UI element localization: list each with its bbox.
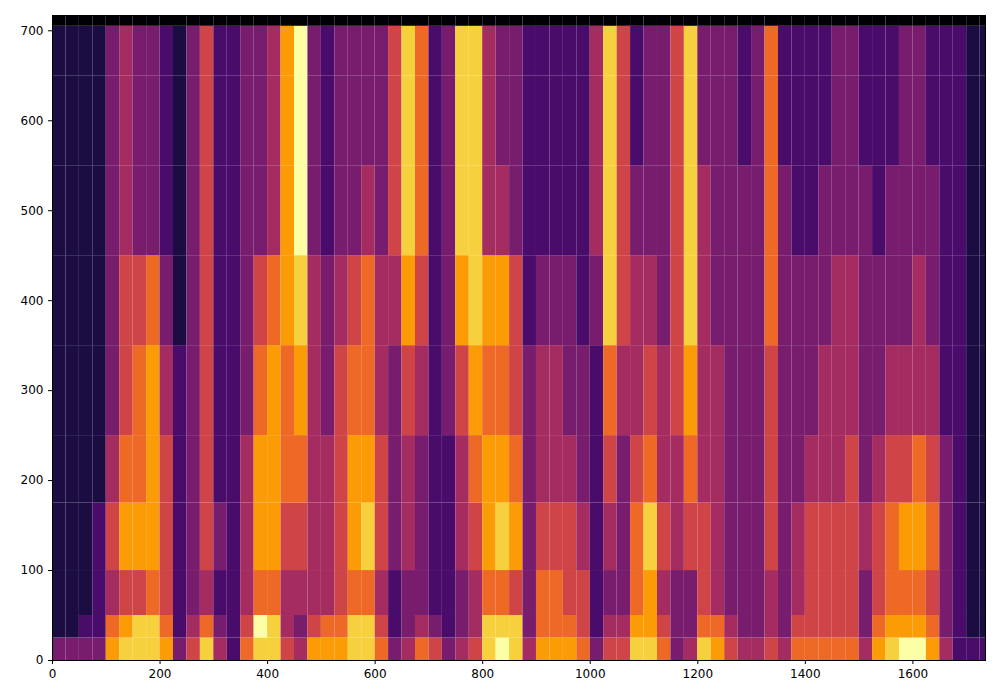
svg-text:1200: 1200 [683,667,714,681]
svg-text:1000: 1000 [575,667,606,681]
svg-text:800: 800 [471,667,494,681]
svg-text:0: 0 [49,667,57,681]
svg-text:200: 200 [149,667,172,681]
svg-text:700: 700 [21,24,44,38]
svg-text:100: 100 [21,563,44,577]
svg-text:200: 200 [21,473,44,487]
svg-text:400: 400 [256,667,279,681]
svg-text:1400: 1400 [790,667,821,681]
svg-text:500: 500 [21,204,44,218]
svg-text:1600: 1600 [898,667,929,681]
svg-text:600: 600 [364,667,387,681]
svg-text:600: 600 [21,114,44,128]
svg-text:400: 400 [21,294,44,308]
svg-text:300: 300 [21,383,44,397]
svg-text:0: 0 [36,653,44,667]
